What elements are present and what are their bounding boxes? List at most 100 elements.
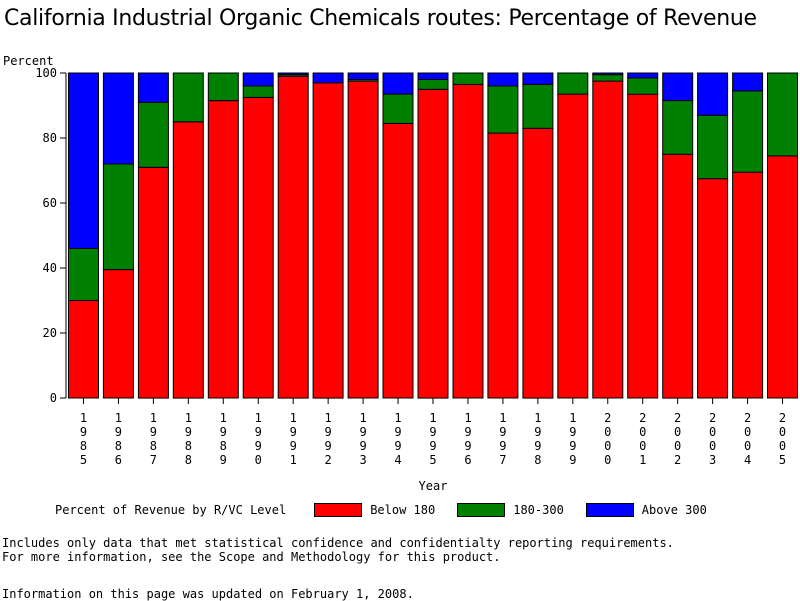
legend-label-below-180: Below 180 (370, 503, 436, 517)
bar-segment-2004-below-180 (732, 171, 764, 399)
bar-segment-1990-180-300 (242, 85, 274, 98)
updated-note: Information on this page was updated on … (2, 587, 414, 601)
bar-segment-2003-below-180 (697, 178, 729, 399)
bar-segment-1990-above-300 (242, 72, 274, 87)
y-tick-label-60: 60 (43, 196, 57, 210)
bar-segment-1999-180-300 (557, 72, 589, 95)
y-tick-label-40: 40 (43, 261, 57, 275)
bar-segment-1996-180-300 (452, 72, 484, 85)
bar-segment-1994-above-300 (382, 72, 414, 95)
bar-segment-2002-below-180 (662, 153, 694, 399)
bar-segment-1995-180-300 (417, 79, 449, 90)
y-axis-label: Percent (3, 54, 54, 68)
bar-segment-2002-above-300 (662, 72, 694, 102)
bar-segment-1989-below-180 (207, 100, 239, 399)
bar-segment-1994-180-300 (382, 93, 414, 124)
bar-segment-2004-180-300 (732, 90, 764, 173)
footnotes: Includes only data that met statistical … (2, 536, 674, 564)
bar-segment-1995-below-180 (417, 88, 449, 399)
bar-segment-2005-180-300 (767, 72, 798, 157)
y-tick-label-20: 20 (43, 326, 57, 340)
legend-item-below-180: Below 180 (314, 503, 435, 517)
bar-segment-1997-below-180 (487, 132, 519, 399)
bar-segment-1995-above-300 (417, 72, 449, 80)
bar-segment-2004-above-300 (732, 72, 764, 92)
chart-title: California Industrial Organic Chemicals … (4, 6, 757, 31)
bar-segment-1986-above-300 (102, 72, 134, 165)
legend-title: Percent of Revenue by R/VC Level (55, 503, 287, 517)
bar-segment-1997-above-300 (487, 72, 519, 87)
bar-segment-2000-below-180 (592, 80, 624, 399)
bar-segment-1985-above-300 (68, 72, 99, 249)
legend-swatch-above-300 (585, 503, 634, 517)
bar-segment-2000-180-300 (592, 74, 624, 82)
bar-segment-2000-above-300 (592, 72, 624, 76)
bar-segment-2005-below-180 (767, 155, 798, 399)
y-tick-label-0: 0 (50, 391, 57, 405)
bar-segment-1988-180-300 (172, 72, 204, 123)
bar-segment-1997-180-300 (487, 85, 519, 134)
legend-swatch-below-180 (314, 503, 363, 517)
bar-segment-1998-180-300 (522, 83, 554, 129)
bar-segment-2003-above-300 (697, 72, 729, 116)
bar-segment-1999-below-180 (557, 93, 589, 399)
bar-segment-1987-180-300 (137, 101, 169, 168)
legend-swatch-180-300 (457, 503, 506, 517)
bar-segment-1998-below-180 (522, 127, 554, 399)
bar-segment-1987-above-300 (137, 72, 169, 103)
bar-segment-1993-above-300 (347, 72, 379, 80)
bar-segment-2002-180-300 (662, 100, 694, 155)
y-tick-label-80: 80 (43, 131, 57, 145)
bar-segment-1991-below-180 (277, 75, 309, 399)
bar-segment-2001-below-180 (627, 93, 659, 399)
bar-segment-1996-below-180 (452, 83, 484, 399)
bar-segment-1992-below-180 (312, 82, 344, 399)
footnote-line: Includes only data that met statistical … (2, 536, 674, 550)
x-axis-label: Year (419, 479, 448, 493)
bar-segment-1987-below-180 (137, 166, 169, 399)
bar-segment-1989-180-300 (207, 72, 239, 102)
bar-segment-1993-below-180 (347, 80, 379, 399)
bar-segment-2001-above-300 (627, 72, 659, 79)
bar-segment-1988-below-180 (172, 121, 204, 399)
bar-segment-1986-below-180 (102, 269, 134, 399)
bar-segment-2003-180-300 (697, 114, 729, 180)
stacked-bar-chart: 0 20 40 60 80 100 1 9 8 5 1 9 8 6 1 9 8 7 1 9 8 8 1 9 8 9 1 9 9 0 1 9 9… (35, 66, 798, 493)
bar-segment-1985-below-180 (68, 300, 99, 399)
bar-segment-2001-180-300 (627, 77, 659, 95)
bar-segment-1994-below-180 (382, 122, 414, 399)
legend: Percent of Revenue by R/VC Level Below 1… (55, 503, 729, 517)
legend-label-180-300: 180-300 (513, 503, 564, 517)
y-tick-label-100: 100 (35, 66, 57, 80)
bar-segment-1992-above-300 (312, 72, 344, 84)
bar-segment-1990-below-180 (242, 96, 274, 399)
bar-segment-1991-above-300 (277, 72, 309, 76)
footnote-line: For more information, see the Scope and … (2, 550, 501, 564)
bar-segment-1986-180-300 (102, 163, 134, 271)
legend-label-above-300: Above 300 (641, 503, 707, 517)
bar-segment-1998-above-300 (522, 72, 554, 85)
legend-item-180-300: 180-300 (457, 503, 564, 517)
legend-item-above-300: Above 300 (585, 503, 707, 517)
